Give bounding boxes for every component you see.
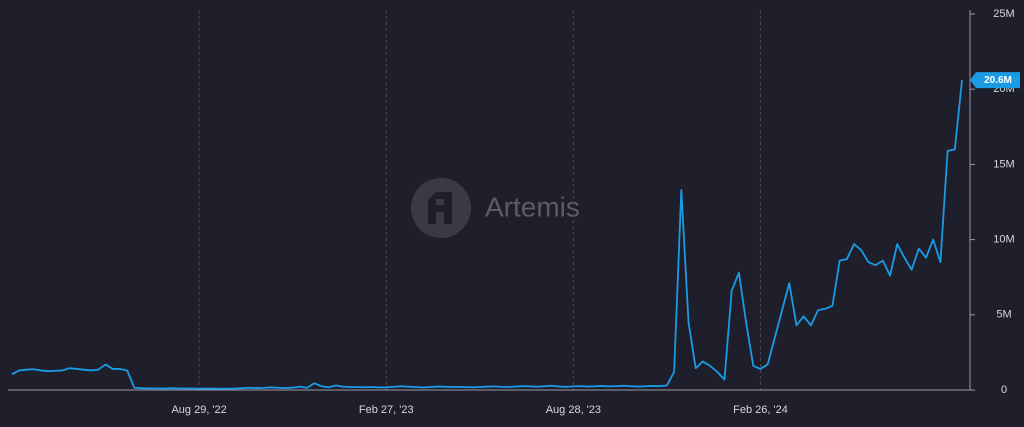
y-tick-label: 15M	[993, 158, 1014, 170]
x-tick-label: Feb 26, '24	[733, 404, 788, 416]
value-label: 20.6M	[984, 75, 1012, 86]
y-tick-label: 0	[1001, 384, 1007, 396]
y-tick-label: 25M	[993, 8, 1014, 20]
value-badge	[970, 72, 1020, 89]
x-tick-label: Aug 28, '23	[546, 404, 601, 416]
x-tick-label: Feb 27, '23	[359, 404, 414, 416]
watermark: Artemis	[485, 191, 580, 222]
watermark-logo	[411, 178, 471, 238]
x-tick-label: Aug 29, '22	[171, 404, 226, 416]
y-tick-label: 10M	[993, 234, 1014, 246]
y-tick-label: 5M	[996, 309, 1011, 321]
series-line	[11, 80, 963, 390]
